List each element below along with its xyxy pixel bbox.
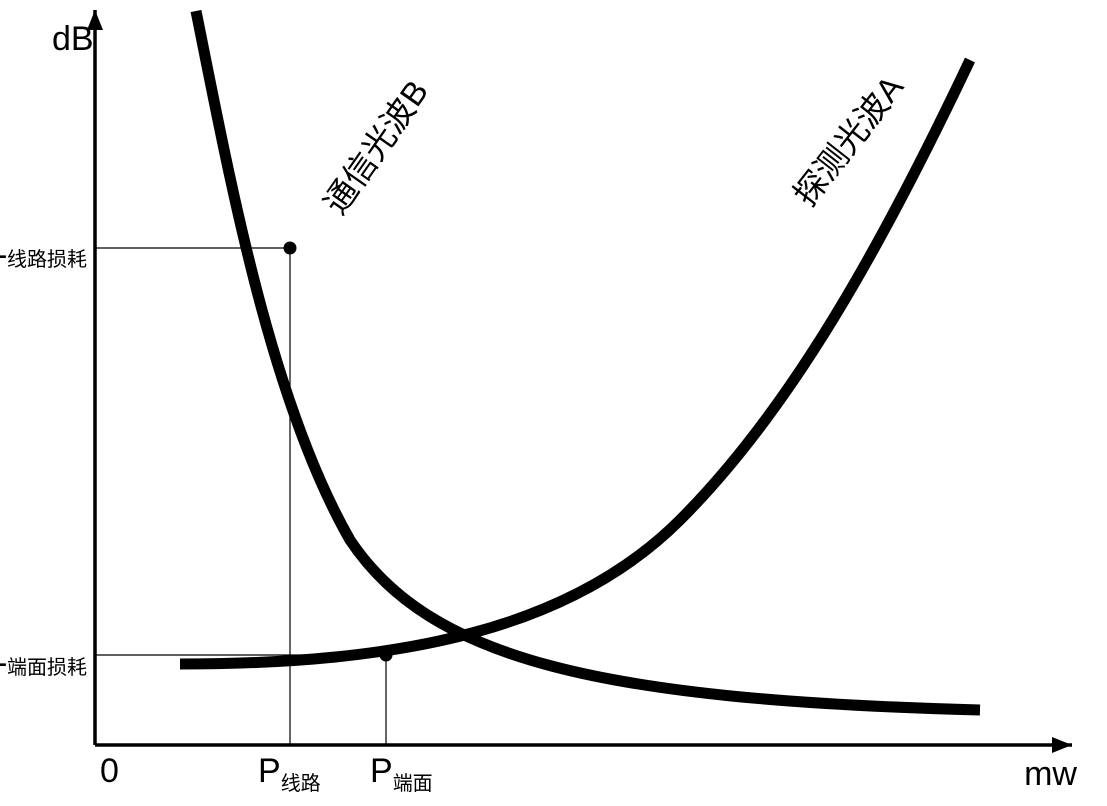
y-axis-label: dB bbox=[52, 20, 94, 59]
il-sub-1: 线路损耗 bbox=[7, 249, 87, 271]
il-main-2: IL bbox=[0, 636, 7, 674]
guides-group bbox=[95, 248, 386, 745]
chart-container: dB mw 0 通信光波B 探测光波A IL线路损耗 IL端面损耗 P线路 P端… bbox=[0, 0, 1107, 806]
point-line-loss bbox=[284, 242, 297, 255]
chart-svg bbox=[0, 0, 1107, 806]
x-axis-arrow bbox=[1052, 737, 1072, 753]
x-tick-p-line: P线路 bbox=[258, 752, 321, 796]
axes-group bbox=[87, 10, 1072, 753]
x-tick-p-face: P端面 bbox=[370, 752, 433, 796]
x-axis-label: mw bbox=[1024, 755, 1077, 794]
p-main-2: P bbox=[370, 752, 393, 790]
p-sub-1: 线路 bbox=[281, 773, 321, 795]
p-sub-2: 端面 bbox=[393, 773, 433, 795]
il-sub-2: 端面损耗 bbox=[7, 657, 87, 679]
y-tick-face-loss: IL端面损耗 bbox=[0, 636, 87, 680]
dots-group bbox=[284, 242, 393, 662]
p-main-1: P bbox=[258, 752, 281, 790]
y-tick-line-loss: IL线路损耗 bbox=[0, 228, 87, 272]
point-face-loss bbox=[380, 649, 393, 662]
il-main-1: IL bbox=[0, 228, 7, 266]
origin-label: 0 bbox=[100, 752, 119, 791]
